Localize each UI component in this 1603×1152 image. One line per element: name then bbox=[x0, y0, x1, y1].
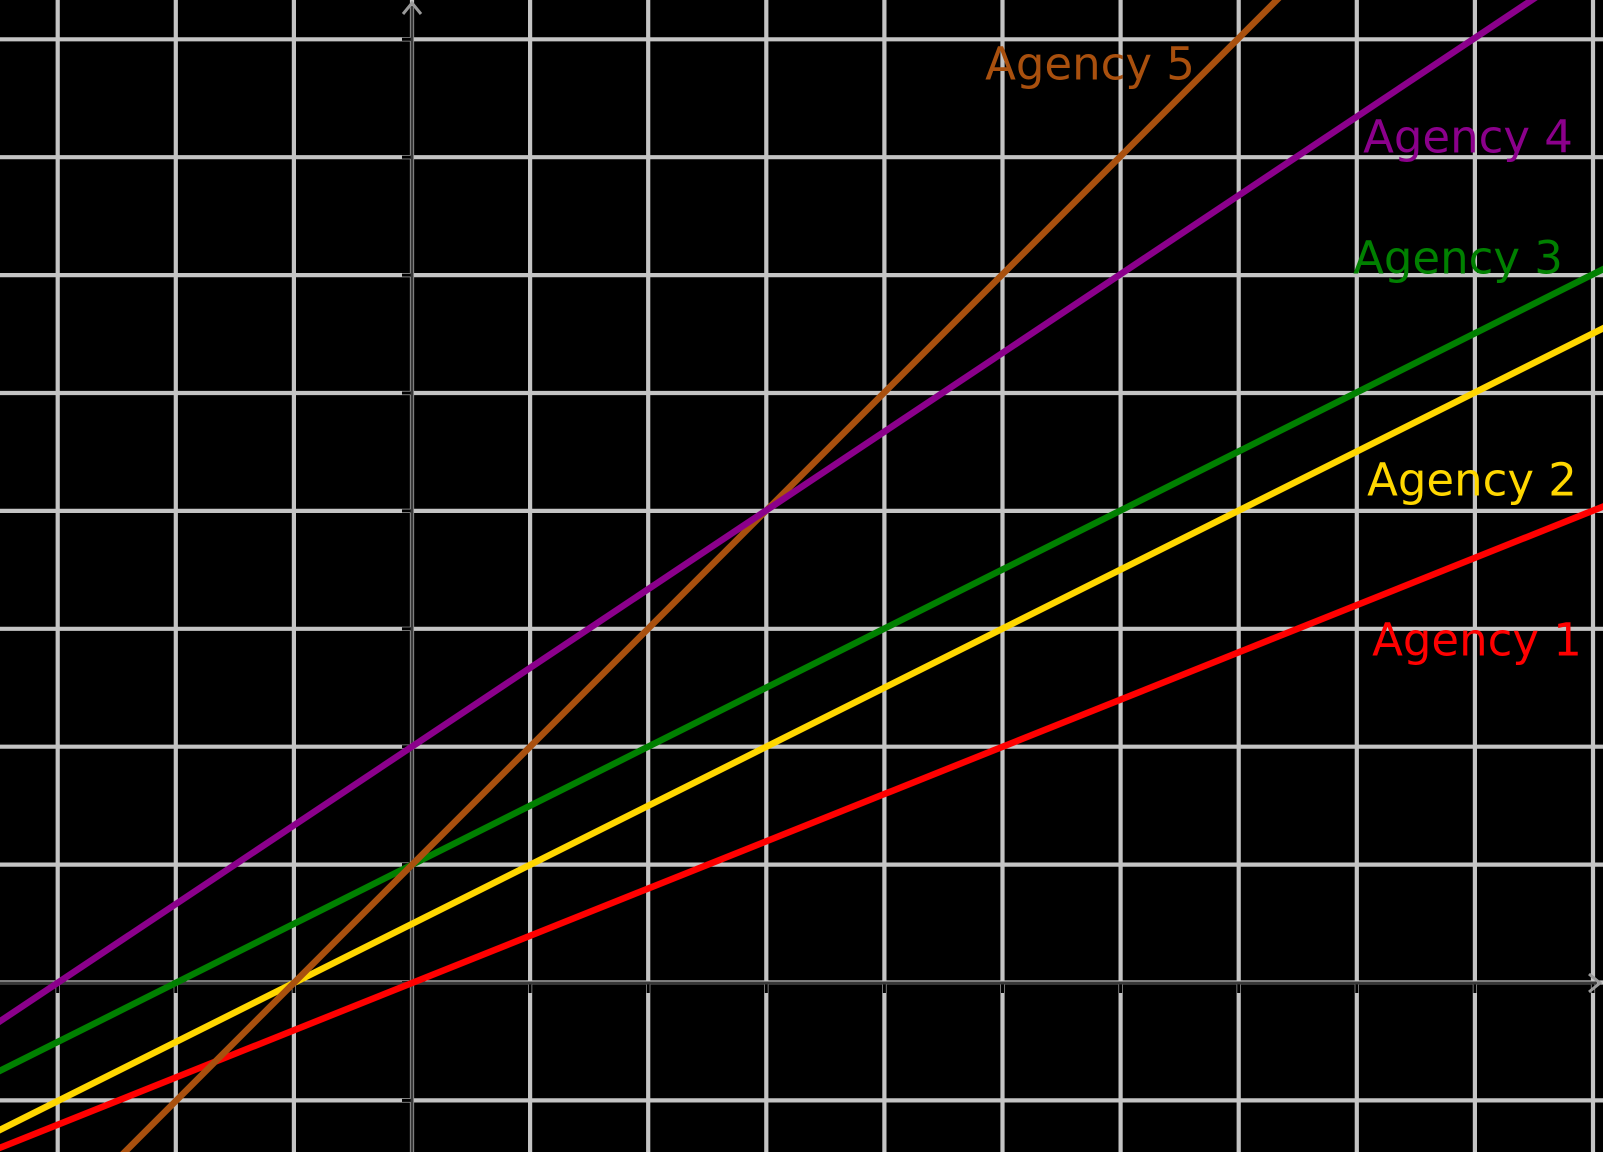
y-axis-arrowhead-icon bbox=[401, 0, 423, 15]
series-label-agency-5: Agency 5 bbox=[985, 37, 1195, 91]
series-line-agency-1 bbox=[0, 503, 1603, 1152]
series-line-agency-2 bbox=[0, 324, 1603, 1134]
x-axis-arrowhead-icon bbox=[1588, 972, 1603, 994]
series-line-agency-3 bbox=[0, 265, 1603, 1075]
series-line-agency-4 bbox=[0, 0, 1538, 1026]
series-label-agency-1: Agency 1 bbox=[1372, 613, 1582, 667]
series-label-agency-4: Agency 4 bbox=[1363, 110, 1573, 164]
series-label-agency-2: Agency 2 bbox=[1367, 453, 1577, 507]
series-label-agency-3: Agency 3 bbox=[1353, 231, 1563, 285]
